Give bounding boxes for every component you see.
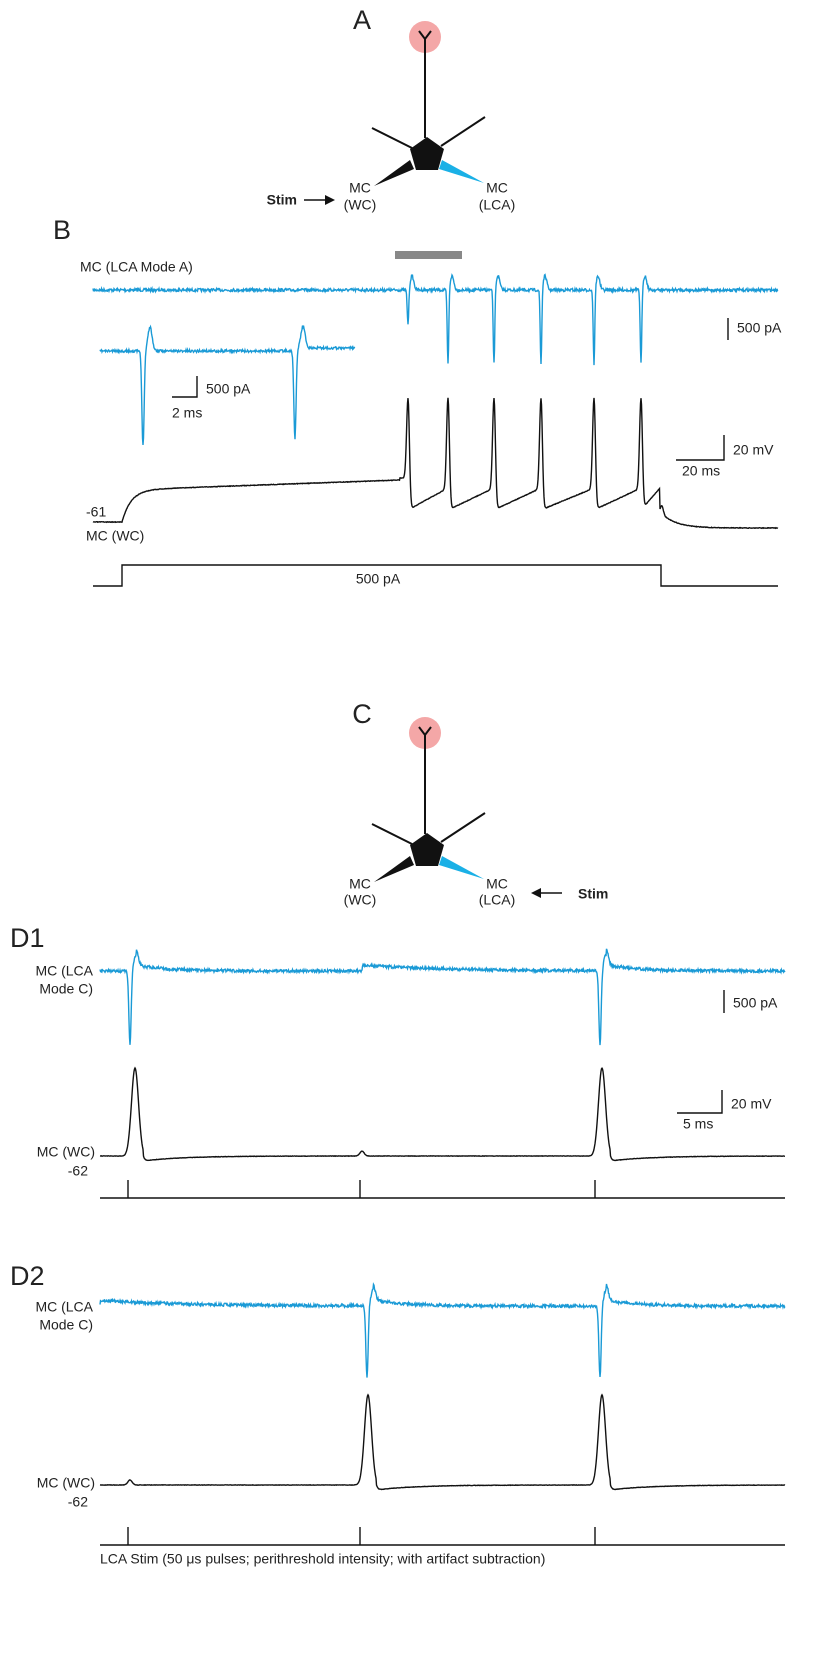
panel-label: C [352, 699, 372, 729]
caption: LCA Stim (50 μs pulses; perithreshold in… [100, 1551, 545, 1567]
cell-label: MC [486, 180, 508, 196]
trace-label: MC (LCA Mode A) [80, 259, 193, 275]
scale-bar [677, 1090, 723, 1114]
trace [92, 273, 779, 366]
scale-label: 20 ms [682, 463, 720, 479]
arrow-head [325, 195, 335, 205]
cell-label: (LCA) [479, 892, 516, 908]
stim-line [100, 1180, 785, 1199]
scale-label: 20 mV [731, 1096, 772, 1112]
current-step [93, 564, 778, 587]
trace-label: Mode C) [39, 981, 93, 997]
stim-label: Stim [578, 886, 608, 902]
panel-label: B [53, 215, 71, 245]
arrow-head [531, 888, 541, 898]
step-label: 500 pA [356, 571, 401, 587]
trace [92, 397, 779, 530]
resting-potential: -62 [68, 1163, 88, 1179]
cell-label: (WC) [344, 197, 377, 213]
cell-label: MC [349, 876, 371, 892]
scale-label: 500 pA [733, 995, 778, 1011]
scale-label: 2 ms [172, 405, 202, 421]
cell-label: (WC) [344, 892, 377, 908]
scale-bar [676, 435, 725, 461]
trace [99, 1066, 786, 1162]
stim-bar [395, 251, 462, 259]
cell-diagram [371, 716, 486, 883]
panel-label: D2 [10, 1261, 45, 1291]
resting-potential: -61 [86, 504, 106, 520]
stim-line [100, 1527, 785, 1546]
resting-potential: -62 [68, 1494, 88, 1510]
trace-label: MC (WC) [37, 1475, 95, 1491]
scale-label: 500 pA [206, 381, 251, 397]
trace-label: MC (LCA [35, 1299, 93, 1315]
trace-label: Mode C) [39, 1317, 93, 1333]
trace-label: MC (LCA [35, 963, 93, 979]
cell-label: MC [349, 180, 371, 196]
scale-bar [172, 376, 198, 398]
panel-label: D1 [10, 923, 45, 953]
trace [99, 324, 356, 445]
cell-label: MC [486, 876, 508, 892]
scale-label: 500 pA [737, 320, 782, 336]
scale-label: 20 mV [733, 442, 774, 458]
trace [99, 1282, 786, 1378]
cell-diagram [371, 20, 486, 187]
panel-label: A [353, 5, 371, 35]
trace-label: MC (WC) [37, 1144, 95, 1160]
stim-label: Stim [267, 192, 297, 208]
cell-label: (LCA) [479, 197, 516, 213]
trace [99, 948, 786, 1046]
trace [99, 1393, 786, 1491]
trace-label: MC (WC) [86, 528, 144, 544]
scale-label: 5 ms [683, 1116, 713, 1132]
